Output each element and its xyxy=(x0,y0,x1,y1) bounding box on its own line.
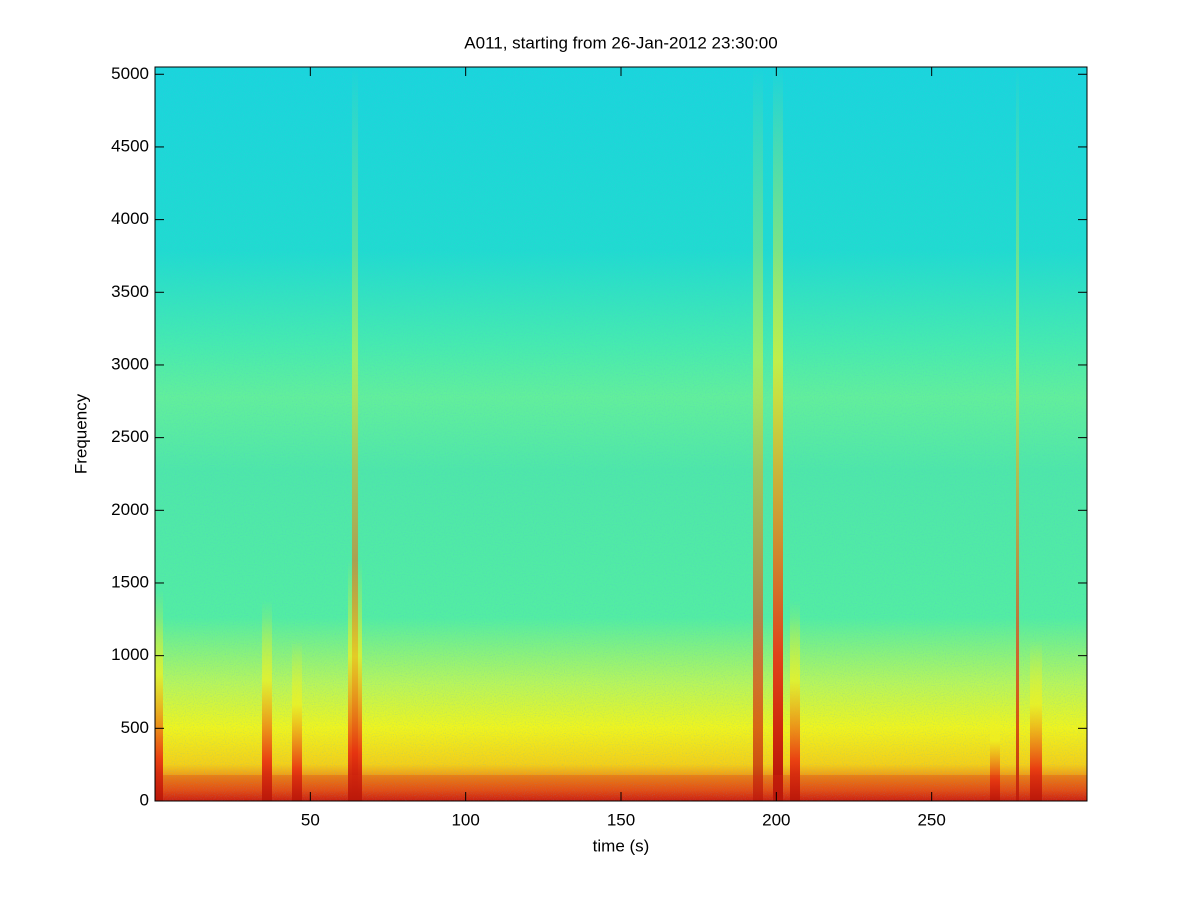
spectrogram-image xyxy=(155,67,1087,801)
x-tick-label: 150 xyxy=(607,810,635,829)
x-tick-label: 50 xyxy=(301,810,320,829)
x-axis-label: time (s) xyxy=(593,836,650,855)
y-tick-label: 4000 xyxy=(111,209,149,228)
y-tick-label: 2000 xyxy=(111,500,149,519)
x-tick-label: 250 xyxy=(917,810,945,829)
chart-title: A011, starting from 26-Jan-2012 23:30:00 xyxy=(464,33,777,52)
x-tick-label: 100 xyxy=(451,810,479,829)
y-tick-label: 3500 xyxy=(111,282,149,301)
y-tick-label: 2500 xyxy=(111,427,149,446)
y-tick-label: 1500 xyxy=(111,572,149,591)
y-tick-label: 3000 xyxy=(111,354,149,373)
y-tick-label: 0 xyxy=(140,790,149,809)
y-tick-label: 1000 xyxy=(111,645,149,664)
y-tick-label: 4500 xyxy=(111,136,149,155)
y-tick-label: 5000 xyxy=(111,64,149,83)
x-tick-label: 200 xyxy=(762,810,790,829)
y-axis-label: Frequency xyxy=(71,393,90,474)
y-tick-label: 500 xyxy=(121,718,149,737)
